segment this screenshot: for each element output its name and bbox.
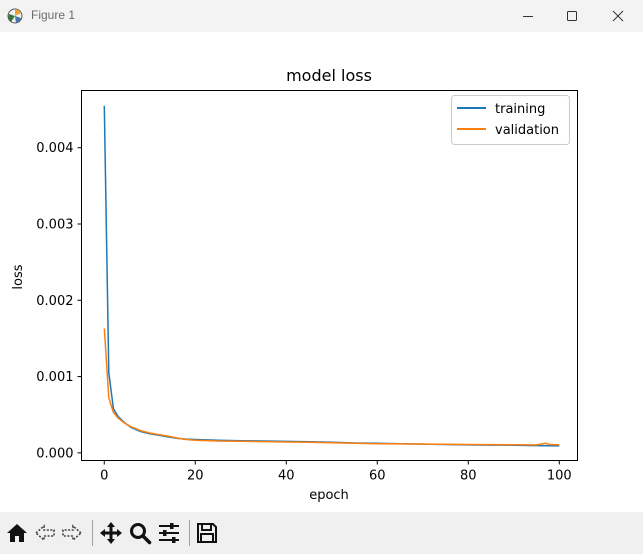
toolbar-separator [189,520,190,546]
window-titlebar: Figure 1 [0,0,643,32]
figure-canvas[interactable]: model loss epoch loss 0 20 40 60 80 100 0.000… [0,32,643,512]
axes-frame [81,90,578,461]
legend-label-training: training [495,102,545,117]
x-tick-label: 20 [187,469,204,484]
y-tick-label: 0.002 [36,294,73,309]
save-button[interactable] [194,520,220,546]
loss-chart: model loss epoch loss 0 20 40 60 80 100 0.000… [11,66,578,503]
maximize-button[interactable] [549,0,595,32]
legend-label-validation: validation [495,123,559,138]
y-tick-label: 0.003 [36,218,73,233]
forward-button[interactable] [59,520,85,546]
legend: training validation [451,95,570,145]
x-axis-label: epoch [309,488,349,503]
close-icon [612,10,624,22]
y-tick-label: 0.001 [36,370,73,385]
plot-lines [103,105,560,447]
series-line-training [103,105,560,447]
navigation-toolbar [0,512,643,554]
zoom-button[interactable] [127,520,153,546]
window-title: Figure 1 [31,8,76,22]
series-line-validation [103,328,560,446]
x-axis-ticks: 0 20 40 60 80 100 [100,460,572,484]
y-tick-label: 0.004 [36,141,73,156]
chart-title: model loss [286,66,372,85]
minimize-icon [523,16,533,17]
x-tick-label: 40 [278,469,295,484]
minimize-button[interactable] [505,0,551,32]
pan-button[interactable] [98,520,124,546]
x-tick-label: 100 [547,469,572,484]
save-icon [197,523,217,543]
forward-icon [62,524,83,542]
zoom-icon [130,523,152,545]
x-tick-label: 80 [460,469,477,484]
pan-icon [100,522,122,544]
maximize-icon [567,11,577,21]
x-tick-label: 0 [100,469,108,484]
y-tick-label: 0.000 [36,446,73,461]
home-button[interactable] [4,520,30,546]
home-icon [7,524,27,542]
toolbar-separator [92,520,93,546]
matplotlib-icon [7,8,23,24]
back-button[interactable] [32,520,58,546]
y-axis-label: loss [11,264,26,289]
y-axis-ticks: 0.000 0.001 0.002 0.003 0.004 [36,141,82,461]
configure-subplots-icon [159,523,179,543]
back-icon [34,524,55,542]
close-button[interactable] [595,0,641,32]
configure-subplots-button[interactable] [156,520,182,546]
x-tick-label: 60 [369,469,386,484]
